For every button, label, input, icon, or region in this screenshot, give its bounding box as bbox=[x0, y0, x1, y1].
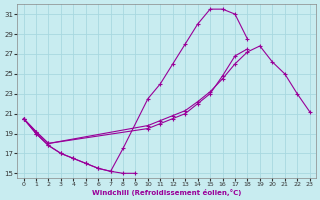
X-axis label: Windchill (Refroidissement éolien,°C): Windchill (Refroidissement éolien,°C) bbox=[92, 189, 241, 196]
